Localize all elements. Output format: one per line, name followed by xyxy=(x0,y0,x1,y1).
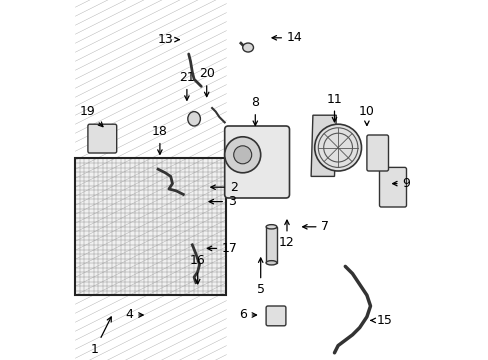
Ellipse shape xyxy=(233,146,251,164)
Ellipse shape xyxy=(265,261,276,265)
Text: 19: 19 xyxy=(80,105,103,127)
Text: 1: 1 xyxy=(91,317,111,356)
Text: 14: 14 xyxy=(271,31,302,44)
FancyBboxPatch shape xyxy=(88,124,117,153)
Text: 13: 13 xyxy=(157,33,179,46)
FancyBboxPatch shape xyxy=(366,135,387,171)
Text: 16: 16 xyxy=(189,255,205,284)
Ellipse shape xyxy=(224,137,260,173)
Text: 18: 18 xyxy=(152,125,167,154)
Text: 10: 10 xyxy=(358,105,374,125)
Text: 2: 2 xyxy=(210,181,237,194)
Text: 11: 11 xyxy=(326,93,342,122)
FancyBboxPatch shape xyxy=(265,306,285,326)
Text: 17: 17 xyxy=(207,242,238,255)
Text: 5: 5 xyxy=(256,258,264,296)
Ellipse shape xyxy=(265,225,276,229)
Text: 12: 12 xyxy=(279,220,294,249)
Text: 6: 6 xyxy=(238,309,256,321)
Text: 8: 8 xyxy=(251,96,259,125)
Ellipse shape xyxy=(314,124,361,171)
Bar xyxy=(75,158,226,295)
Text: 9: 9 xyxy=(392,177,409,190)
FancyBboxPatch shape xyxy=(224,126,289,198)
Text: 4: 4 xyxy=(125,309,143,321)
FancyBboxPatch shape xyxy=(379,167,406,207)
Text: 20: 20 xyxy=(198,67,214,96)
Bar xyxy=(265,227,276,263)
Ellipse shape xyxy=(242,43,253,52)
Ellipse shape xyxy=(187,112,200,126)
Text: 15: 15 xyxy=(370,314,392,327)
Bar xyxy=(75,158,226,295)
Text: 7: 7 xyxy=(302,220,329,233)
Text: 3: 3 xyxy=(209,195,235,208)
Text: 21: 21 xyxy=(179,71,194,100)
Polygon shape xyxy=(310,115,336,176)
